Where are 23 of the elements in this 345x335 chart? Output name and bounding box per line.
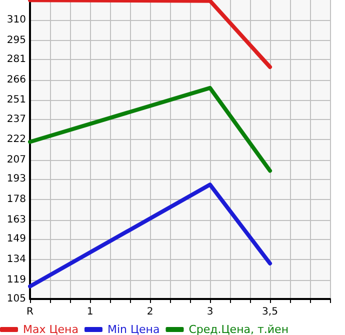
- x-tick-label: 2: [146, 306, 154, 318]
- y-tick-label: 105: [6, 294, 26, 304]
- legend-label: Сред.Цена, т.йен: [188, 323, 289, 335]
- y-tick-label: 163: [6, 214, 26, 226]
- x-tick-label: R: [26, 306, 34, 318]
- y-tick-label: 295: [6, 34, 26, 46]
- y-tick-label: 207: [6, 154, 26, 166]
- x-tick-label: 3: [206, 306, 214, 318]
- y-tick-label: 266: [6, 74, 26, 86]
- y-tick-label: 193: [6, 174, 26, 185]
- legend-label: Max Цена: [23, 323, 78, 335]
- legend-label: Min Цена: [107, 323, 160, 335]
- x-tick-label: 1: [86, 306, 94, 318]
- y-tick-label: 310: [6, 14, 26, 26]
- y-tick-label: 251: [6, 94, 26, 106]
- y-tick-label: 134: [6, 254, 26, 266]
- y-tick-label: 222: [6, 134, 26, 146]
- x-tick-label: 3,5: [262, 306, 278, 318]
- y-tick-label: 237: [6, 114, 26, 125]
- y-tick-label: 178: [6, 194, 26, 206]
- y-tick-label: 119: [6, 274, 26, 286]
- y-tick-label: 281: [6, 54, 26, 65]
- y-tick-label: 149: [6, 234, 26, 245]
